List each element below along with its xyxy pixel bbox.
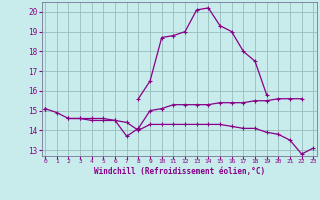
X-axis label: Windchill (Refroidissement éolien,°C): Windchill (Refroidissement éolien,°C) <box>94 167 265 176</box>
